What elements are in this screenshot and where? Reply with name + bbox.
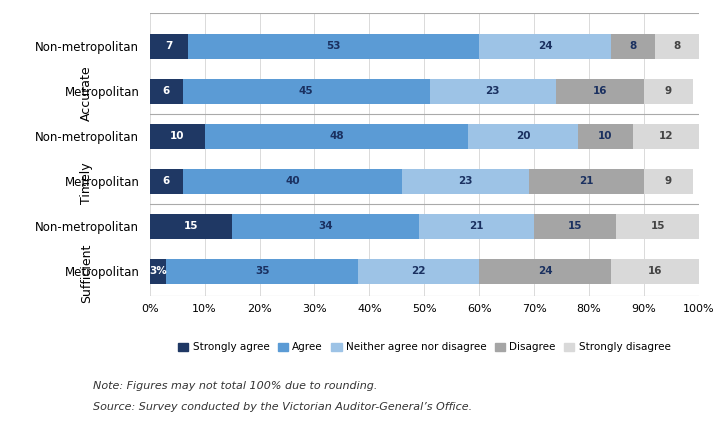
Text: Sufficient: Sufficient [80,244,93,303]
Bar [468,124,578,149]
Bar [611,259,699,284]
Text: 15: 15 [184,221,198,231]
Text: 10: 10 [170,132,185,141]
Text: 3%: 3% [149,266,167,276]
Bar [655,34,699,59]
Text: 10: 10 [598,132,612,141]
Bar [534,214,616,239]
Bar [150,169,183,194]
Bar [479,34,611,59]
Text: Source: Survey conducted by the Victorian Auditor-General’s Office.: Source: Survey conducted by the Victoria… [93,402,472,412]
Bar [183,79,430,104]
Text: 6: 6 [163,86,170,96]
Text: 20: 20 [515,132,530,141]
Text: 15: 15 [568,221,583,231]
Text: Timely: Timely [80,163,93,204]
Bar [359,259,479,284]
Bar [644,79,693,104]
Bar [633,124,699,149]
Text: 8: 8 [673,41,680,52]
Text: 53: 53 [327,41,341,52]
Text: 9: 9 [665,86,672,96]
Text: 21: 21 [579,176,593,187]
Text: 34: 34 [318,221,333,231]
Bar [419,214,534,239]
Text: Accurate: Accurate [80,66,93,121]
Text: Note: Figures may not total 100% due to rounding.: Note: Figures may not total 100% due to … [93,381,377,391]
Text: 6: 6 [163,176,170,187]
Bar [479,259,611,284]
Bar [166,259,359,284]
Text: 23: 23 [486,86,500,96]
Text: 12: 12 [659,132,673,141]
Bar [528,169,644,194]
Bar [616,214,699,239]
Text: 22: 22 [411,266,426,276]
Legend: Strongly agree, Agree, Neither agree nor disagree, Disagree, Strongly disagree: Strongly agree, Agree, Neither agree nor… [174,338,674,357]
Bar [578,124,633,149]
Text: 7: 7 [165,41,173,52]
Bar [232,214,419,239]
Bar [150,124,205,149]
Bar [205,124,468,149]
Text: 21: 21 [469,221,483,231]
Bar [150,79,183,104]
Text: 48: 48 [329,132,344,141]
Bar [188,34,479,59]
Bar [644,169,693,194]
Bar [556,79,644,104]
Text: 8: 8 [630,41,637,52]
Bar [150,214,232,239]
Text: 16: 16 [593,86,607,96]
Text: 40: 40 [285,176,299,187]
Text: 15: 15 [650,221,665,231]
Bar [183,169,402,194]
Text: 45: 45 [299,86,314,96]
Text: 23: 23 [458,176,473,187]
Text: 24: 24 [538,266,553,276]
Text: 9: 9 [665,176,672,187]
Bar [150,259,166,284]
Bar [430,79,556,104]
Text: 24: 24 [538,41,553,52]
Bar [402,169,528,194]
Bar [611,34,655,59]
Bar [150,34,188,59]
Text: 16: 16 [647,266,662,276]
Text: 35: 35 [255,266,270,276]
